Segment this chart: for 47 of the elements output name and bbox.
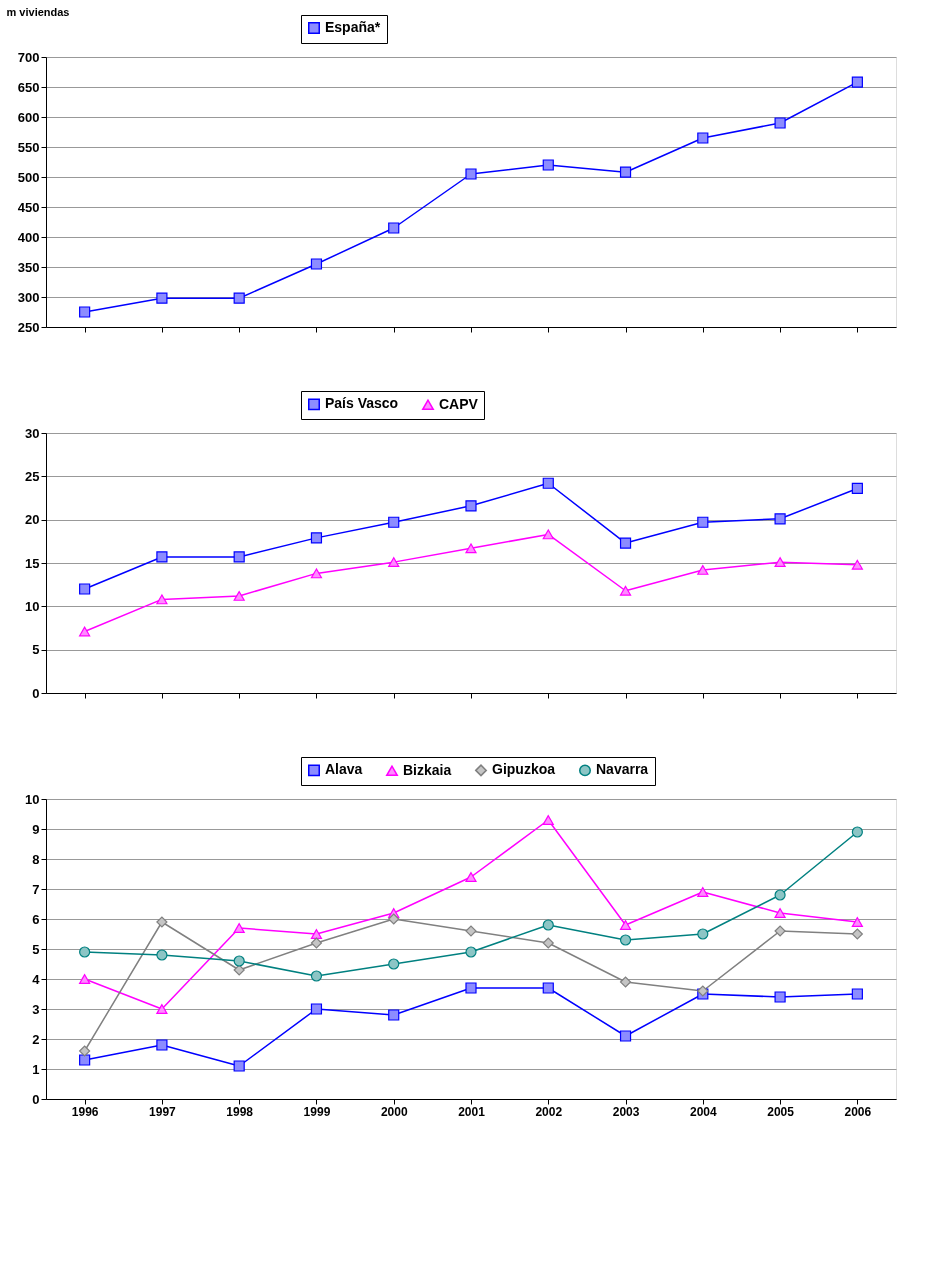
- y-tick-label: 300: [17, 289, 40, 305]
- y-tick-label: 25: [25, 468, 40, 484]
- y-tick-label: 2: [32, 1031, 40, 1047]
- y-tick-label: 5: [32, 941, 40, 957]
- y-tick-label: 5: [32, 642, 40, 658]
- y-tick-label: 7: [32, 881, 40, 897]
- y-tick-label: 10: [25, 598, 40, 614]
- y-tick-label: 9: [32, 821, 40, 837]
- y-tick-label: 500: [17, 169, 40, 185]
- legend-label: Gipuzkoa: [492, 761, 556, 778]
- x-tick-label: 2001: [458, 1104, 486, 1119]
- legend-label: Alava: [325, 761, 363, 778]
- y-tick-label: 30: [25, 425, 40, 441]
- legend-label: Navarra: [596, 761, 649, 778]
- x-tick-label: 2005: [767, 1104, 795, 1119]
- y-tick-label: 700: [17, 49, 40, 65]
- legend-label: País Vasco: [325, 395, 399, 412]
- y-tick-label: 3: [32, 1001, 40, 1017]
- y-tick-label: 10: [25, 791, 40, 807]
- legend-label: Bizkaia: [403, 761, 452, 778]
- y-tick-label: 0: [32, 685, 40, 701]
- x-tick-label: 2006: [844, 1104, 872, 1119]
- y-tick-label: 0: [32, 1091, 40, 1107]
- y-tick-label: 600: [17, 109, 40, 125]
- x-tick-label: 2003: [612, 1104, 640, 1119]
- y-tick-label: 4: [32, 971, 41, 987]
- x-tick-label: 1998: [226, 1104, 254, 1119]
- y-tick-label: 6: [32, 911, 40, 927]
- legend-label: España*: [325, 19, 381, 35]
- y-tick-label: 550: [17, 139, 40, 155]
- y-tick-label: 650: [17, 79, 40, 95]
- y-tick-label: 1: [32, 1061, 40, 1077]
- y-tick-label: 350: [17, 259, 40, 275]
- x-tick-label: 2004: [689, 1104, 717, 1119]
- x-tick-label: 1997: [149, 1104, 177, 1119]
- x-tick-label: 1999: [303, 1104, 331, 1119]
- legend-label: CAPV: [439, 395, 479, 412]
- y-tick-label: 15: [25, 555, 40, 571]
- y-tick-label: 450: [17, 199, 40, 215]
- y-tick-label: 8: [32, 851, 40, 867]
- x-tick-label: 2002: [535, 1104, 563, 1119]
- x-tick-label: 2000: [380, 1104, 408, 1119]
- y-axis-title: m viviendas: [6, 5, 70, 18]
- y-tick-label: 250: [17, 319, 40, 335]
- y-tick-label: 400: [17, 229, 40, 245]
- x-tick-label: 1996: [71, 1104, 99, 1119]
- y-tick-label: 20: [25, 512, 40, 528]
